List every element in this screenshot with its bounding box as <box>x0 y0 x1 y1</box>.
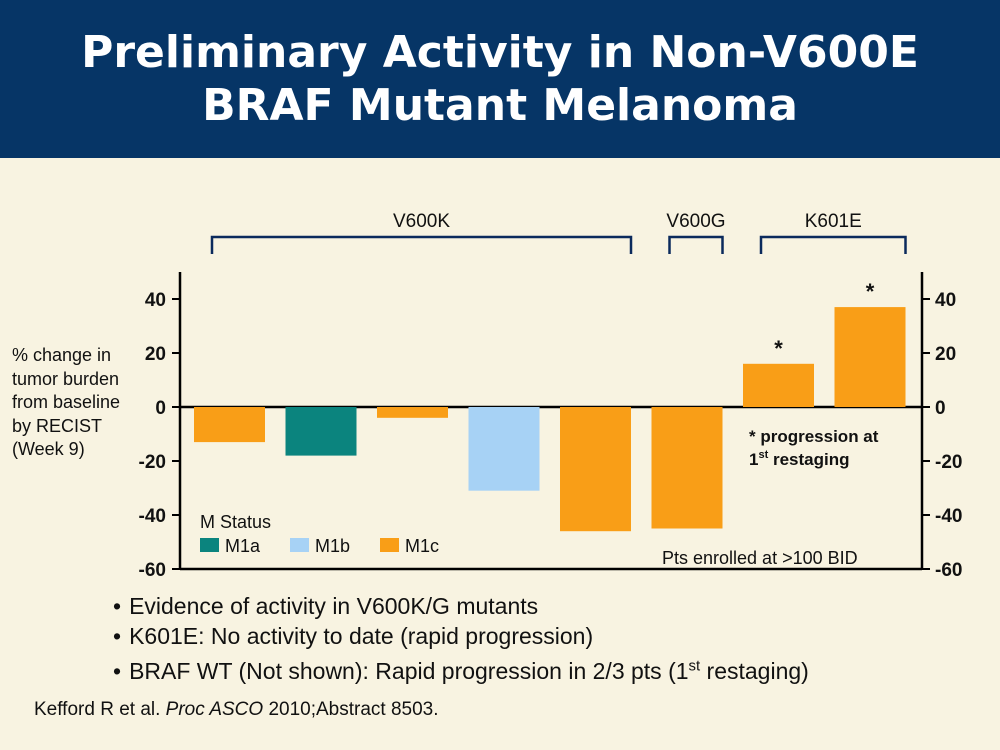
bullet-item: BRAF WT (Not shown): Rapid progression i… <box>113 651 809 686</box>
bar <box>834 307 906 407</box>
bar <box>377 407 448 418</box>
bar <box>285 407 357 456</box>
y-axis-label: % change in tumor burden from baseline b… <box>12 345 121 459</box>
bar-asterisk: * <box>866 279 875 304</box>
y-tick-label-left: -20 <box>139 452 166 473</box>
y-tick-label-right: 0 <box>935 398 946 419</box>
bar-asterisk: * <box>774 336 783 361</box>
y-tick-label-right: -40 <box>935 506 962 527</box>
y-tick-label-right: 20 <box>935 344 956 365</box>
bar <box>194 407 265 443</box>
annotation-line-2: 1st restaging <box>749 449 850 469</box>
y-tick-label-right: -20 <box>935 452 962 473</box>
y-tick-label-left: -40 <box>139 506 166 527</box>
title-line-1: Preliminary Activity in Non-V600E <box>81 27 919 78</box>
group-bracket <box>759 235 907 254</box>
bar <box>468 407 540 491</box>
bullet-text: BRAF WT (Not shown): Rapid progression i… <box>129 657 809 684</box>
bullet-item: Evidence of activity in V600K/G mutants <box>113 592 809 622</box>
y-tick-label-left: 20 <box>145 344 166 365</box>
y-tick-label-left: 0 <box>155 398 166 419</box>
group-bracket <box>668 235 724 254</box>
y-tick-label-right: 40 <box>935 290 956 311</box>
legend-label: M1b <box>315 536 350 556</box>
slide-title: Preliminary Activity in Non-V600E BRAF M… <box>81 26 919 132</box>
citation-rest: 2010;Abstract 8503. <box>263 699 439 720</box>
group-label: V600G <box>666 211 725 232</box>
bar <box>651 407 723 529</box>
group-label: V600K <box>393 211 450 232</box>
bullet-list: Evidence of activity in V600K/G mutants … <box>113 592 809 686</box>
title-banner: Preliminary Activity in Non-V600E BRAF M… <box>0 0 1000 158</box>
citation-authors: Kefford R et al. <box>34 699 166 720</box>
citation: Kefford R et al. Proc ASCO 2010;Abstract… <box>34 699 439 721</box>
group-bracket <box>210 235 633 254</box>
group-label: K601E <box>805 211 862 232</box>
y-tick-label-left: 40 <box>145 290 166 311</box>
legend-label: M1c <box>405 536 439 556</box>
annotation-line-1: * progression at <box>749 427 879 446</box>
title-line-2: BRAF Mutant Melanoma <box>202 80 798 131</box>
y-tick-label-right: -60 <box>935 560 962 581</box>
footnote: Pts enrolled at >100 BID <box>662 548 858 568</box>
legend-swatch <box>290 538 309 552</box>
legend-swatch <box>200 538 219 552</box>
legend-title: M Status <box>200 512 271 532</box>
bullet-item: K601E: No activity to date (rapid progre… <box>113 622 809 652</box>
legend-label: M1a <box>225 536 261 556</box>
y-tick-label-left: -60 <box>139 560 166 581</box>
bar <box>560 407 631 532</box>
citation-journal: Proc ASCO <box>165 699 264 720</box>
bar <box>743 363 814 407</box>
legend-swatch <box>380 538 399 552</box>
